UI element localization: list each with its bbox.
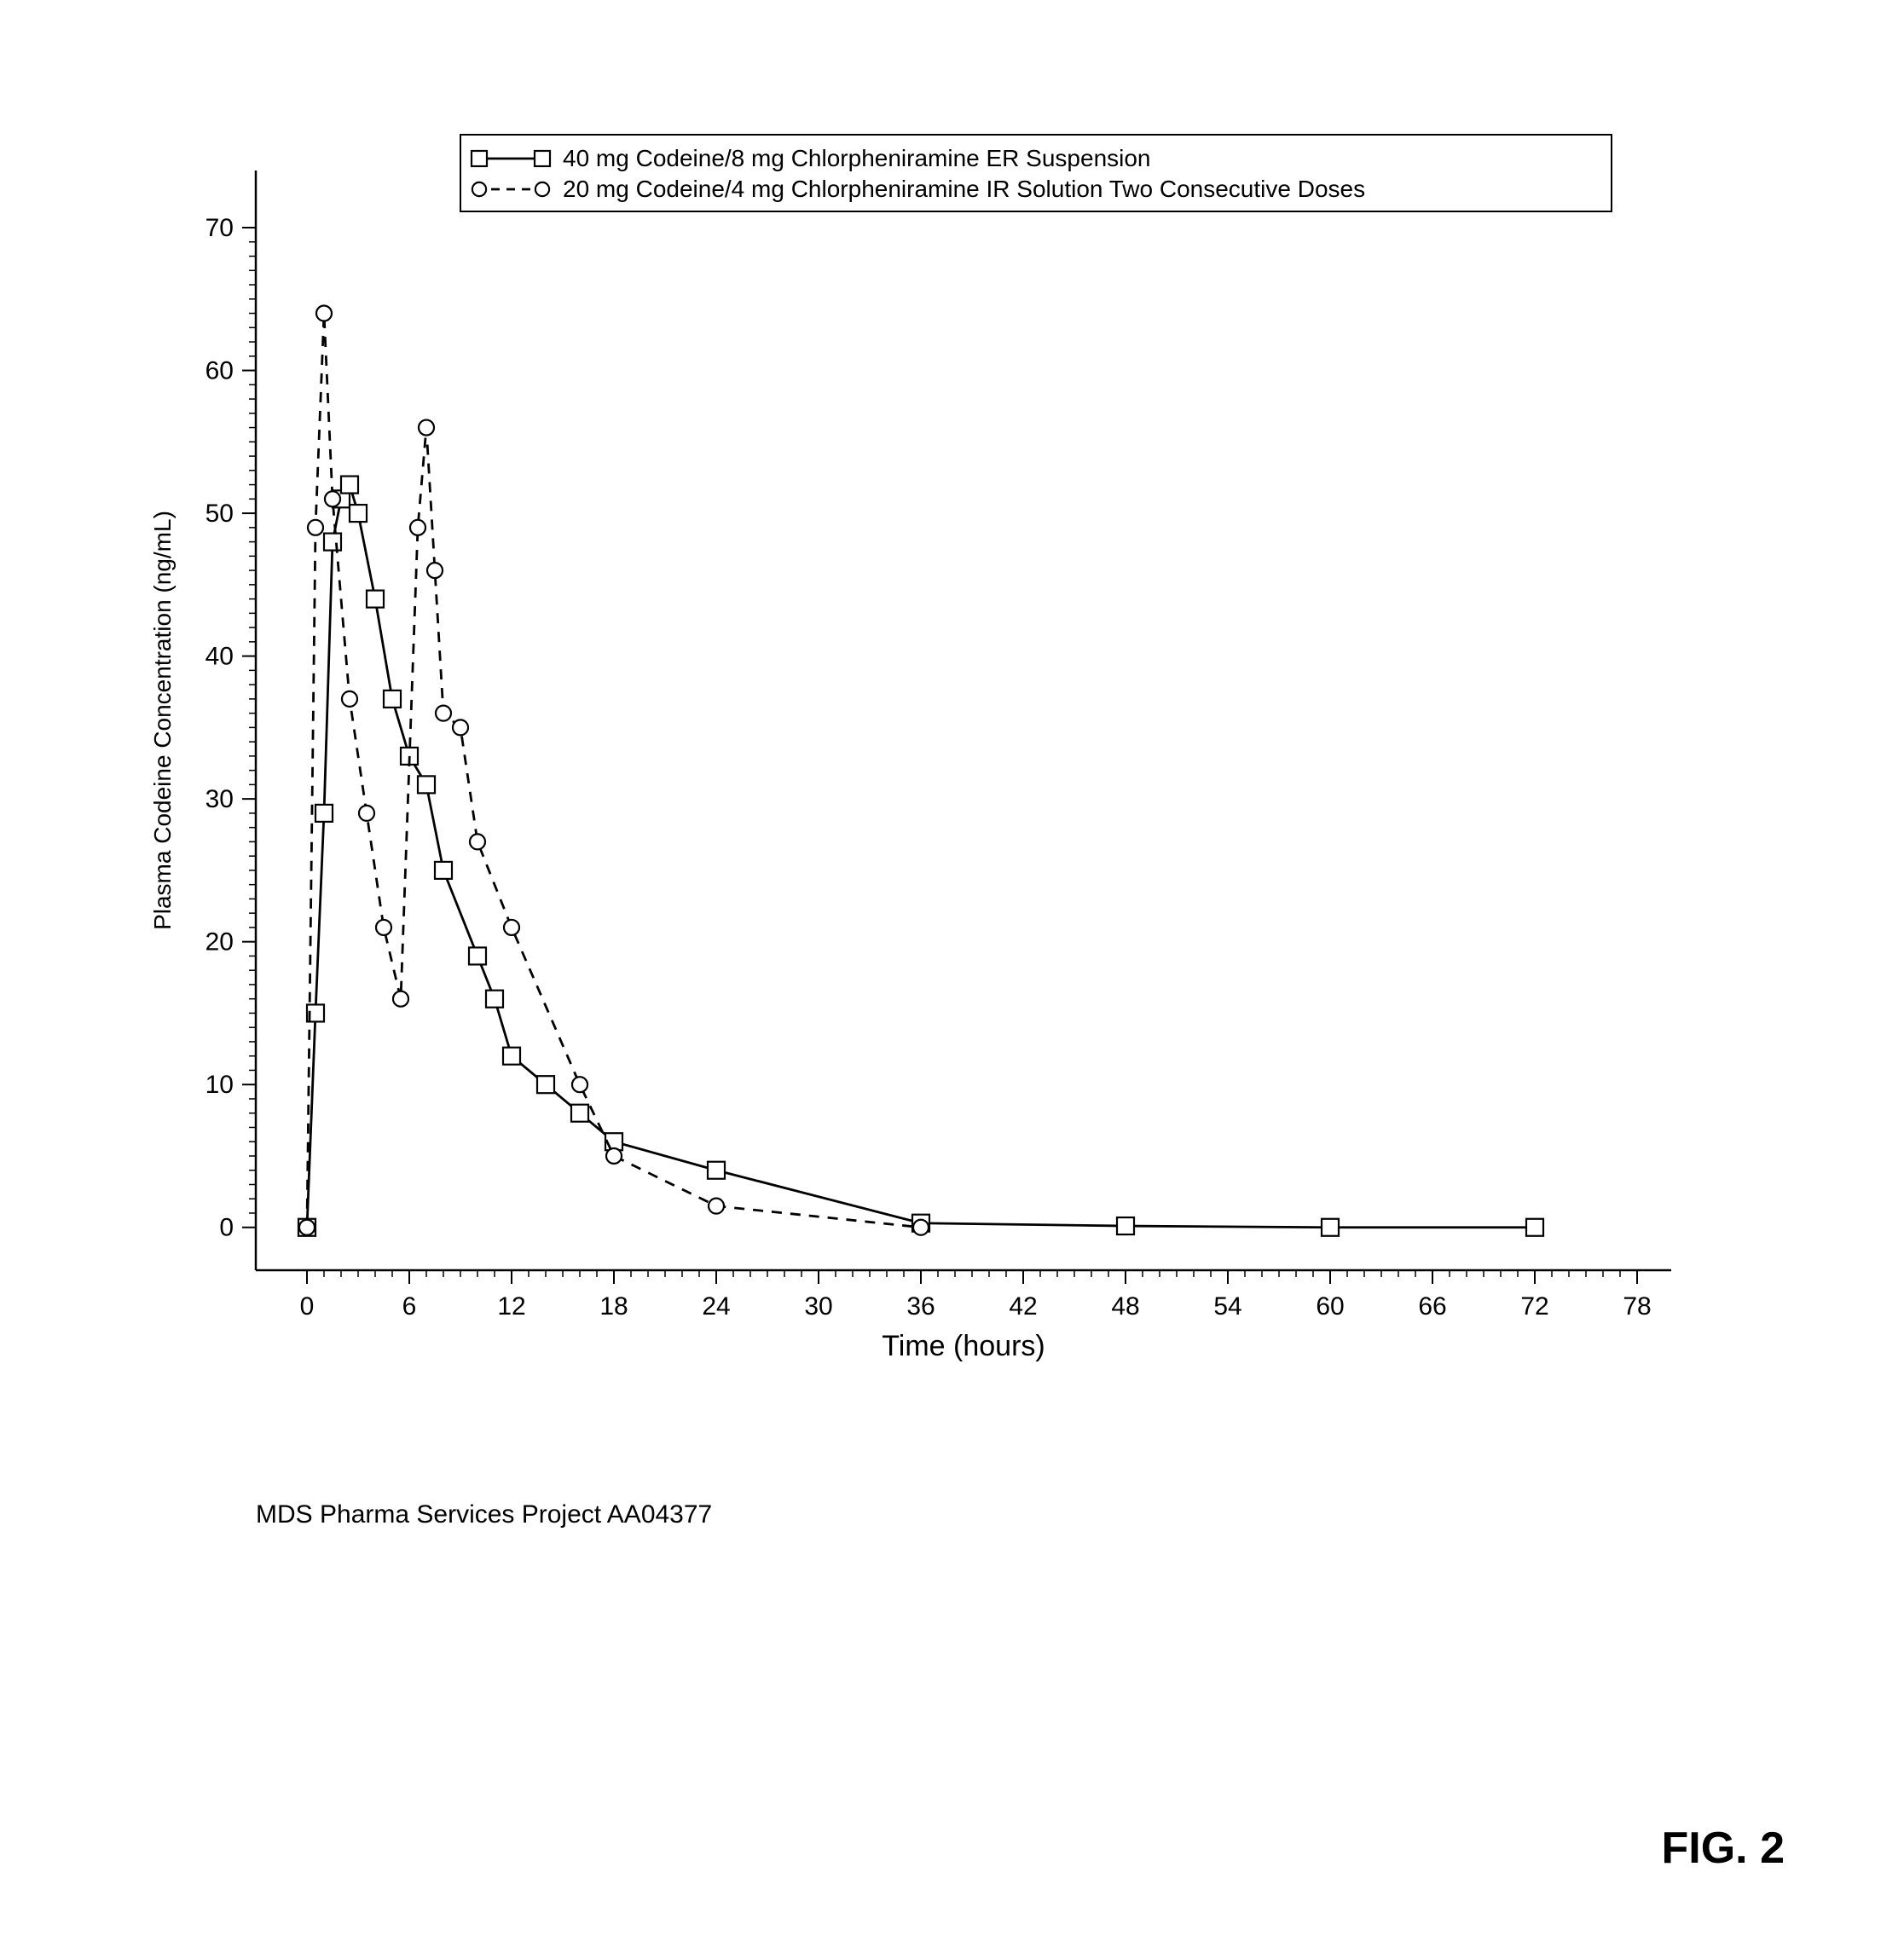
- svg-text:12: 12: [497, 1292, 525, 1321]
- svg-text:54: 54: [1213, 1292, 1241, 1321]
- svg-text:6: 6: [402, 1292, 417, 1321]
- svg-text:60: 60: [205, 357, 234, 385]
- svg-text:18: 18: [599, 1292, 628, 1321]
- svg-text:Time (hours): Time (hours): [882, 1330, 1045, 1362]
- svg-text:20: 20: [205, 928, 234, 957]
- svg-text:72: 72: [1520, 1292, 1548, 1321]
- svg-text:60: 60: [1316, 1292, 1344, 1321]
- line-chart: 0 6 12 18 24 30 36 42 48 54 60 66 72 78 Time (hours) 0 1…: [102, 119, 1722, 1398]
- svg-text:10: 10: [205, 1071, 234, 1099]
- svg-text:50: 50: [205, 500, 234, 528]
- svg-text:40: 40: [205, 643, 234, 671]
- figure-label: FIG. 2: [1662, 1823, 1785, 1874]
- svg-text:Plasma Codeine Concentration (: Plasma Codeine Concentration (ng/mL): [149, 511, 176, 930]
- svg-text:0: 0: [219, 1214, 234, 1242]
- svg-text:48: 48: [1111, 1292, 1139, 1321]
- page: 0 6 12 18 24 30 36 42 48 54 60 66 72 78 Time (hours) 0 1…: [34, 34, 1870, 1908]
- svg-text:30: 30: [205, 785, 234, 813]
- svg-text:30: 30: [804, 1292, 832, 1321]
- svg-text:78: 78: [1623, 1292, 1651, 1321]
- chart-container: 0 6 12 18 24 30 36 42 48 54 60 66 72 78 Time (hours) 0 1…: [102, 119, 1722, 1402]
- svg-text:36: 36: [906, 1292, 935, 1321]
- svg-text:70: 70: [205, 214, 234, 242]
- svg-text:40 mg Codeine/8 mg Chlorphenir: 40 mg Codeine/8 mg Chlorpheniramine ER S…: [563, 145, 1151, 171]
- svg-text:20 mg Codeine/4 mg Chlorphenir: 20 mg Codeine/4 mg Chlorpheniramine IR S…: [563, 176, 1365, 202]
- svg-text:0: 0: [300, 1292, 315, 1321]
- svg-text:42: 42: [1009, 1292, 1037, 1321]
- caption-text: MDS Pharma Services Project AA04377: [256, 1500, 712, 1529]
- svg-text:24: 24: [702, 1292, 730, 1321]
- svg-text:66: 66: [1418, 1292, 1446, 1321]
